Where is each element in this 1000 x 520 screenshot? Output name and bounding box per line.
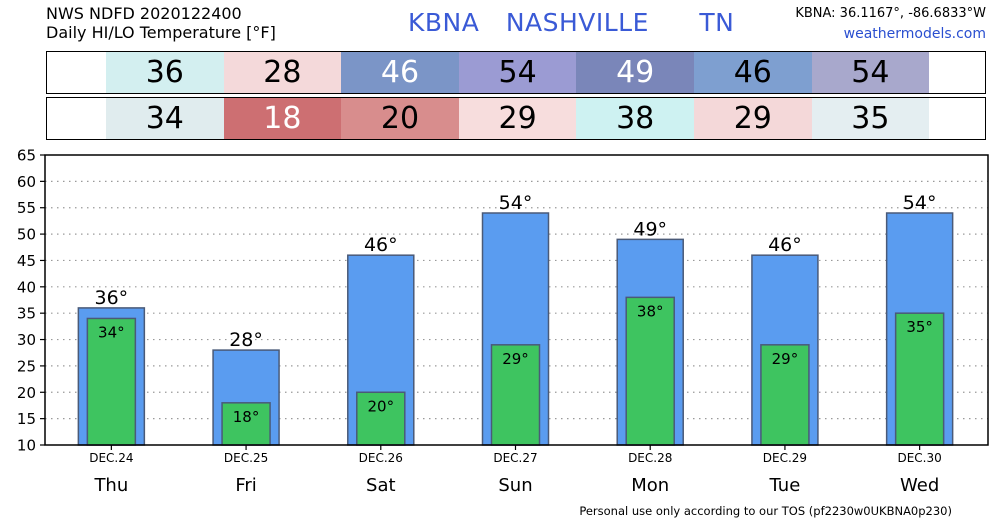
- lo-value-label: 20°: [367, 397, 394, 415]
- hi-value-label: 46°: [768, 234, 802, 256]
- site-link[interactable]: weathermodels.com: [843, 26, 986, 42]
- y-tick-label: 25: [17, 357, 36, 375]
- hi-value-label: 49°: [633, 218, 667, 240]
- y-tick-label: 15: [17, 410, 36, 428]
- day-label: Fri: [235, 475, 256, 496]
- y-tick-label: 50: [17, 226, 36, 244]
- lo-value-label: 34°: [98, 323, 125, 341]
- day-label: Thu: [93, 475, 128, 496]
- source-line: NWS NDFD 2020122400: [46, 4, 242, 23]
- hi-value-label: 28°: [229, 329, 263, 351]
- lo-bar: [625, 296, 675, 446]
- lo-temp-cell: 38: [576, 98, 694, 139]
- lo-value-label: 29°: [502, 350, 529, 368]
- hi-value-label: 36°: [95, 287, 129, 309]
- y-tick-label: 35: [17, 305, 36, 323]
- plot-frame: [44, 154, 989, 446]
- date-label: DEC.28: [628, 451, 672, 465]
- hi-temp-cell: 36: [106, 52, 224, 93]
- lo-temp-cell: 20: [341, 98, 459, 139]
- lo-temperature-band: 34 18 20 29 38 29 35: [46, 97, 986, 140]
- lo-value-label: 38°: [637, 302, 664, 320]
- lo-temp-cell: 18: [223, 98, 342, 139]
- hi-temp-cell: 28: [223, 52, 342, 93]
- coords-label: KBNA: 36.1167°, -86.6833°W: [795, 6, 986, 21]
- hi-temp-cell: 46: [694, 52, 812, 93]
- y-tick-label: 40: [17, 278, 36, 296]
- day-label: Sun: [498, 475, 532, 496]
- lo-bar: [894, 312, 945, 446]
- y-tick-label: 65: [17, 147, 36, 165]
- header-right: KBNA: 36.1167°, -86.6833°W weathermodels…: [795, 4, 986, 44]
- date-label: DEC.30: [897, 451, 941, 465]
- date-label: DEC.26: [359, 451, 403, 465]
- lo-value-label: 35°: [906, 318, 933, 336]
- lo-temp-cell: 34: [106, 98, 224, 139]
- y-tick-label: 55: [17, 199, 36, 217]
- hi-temperature-band: 36 28 46 54 49 46 54: [46, 51, 986, 94]
- header-left: NWS NDFD 2020122400 Daily HI/LO Temperat…: [46, 4, 276, 42]
- station-title: KBNA NASHVILLE TN: [408, 8, 734, 37]
- y-tick-label: 45: [17, 252, 36, 270]
- product-line: Daily HI/LO Temperature [°F]: [46, 23, 276, 42]
- y-tick-label: 20: [17, 384, 36, 402]
- day-label: Tue: [769, 475, 801, 496]
- station-name: NASHVILLE: [505, 8, 649, 37]
- hi-value-label: 46°: [364, 234, 398, 256]
- hi-temp-cell: 54: [458, 52, 577, 93]
- day-label: Mon: [631, 475, 669, 496]
- hi-value-label: 54°: [903, 192, 937, 214]
- lo-bar: [86, 317, 137, 446]
- y-tick-label: 30: [17, 331, 36, 349]
- lo-temp-cell: 29: [458, 98, 577, 139]
- station-state: TN: [699, 8, 735, 37]
- lo-temp-cell: 35: [811, 98, 930, 139]
- lo-value-label: 18°: [233, 408, 260, 426]
- hi-temp-cell: 54: [811, 52, 930, 93]
- date-label: DEC.29: [763, 451, 807, 465]
- station-id: KBNA: [408, 8, 480, 37]
- date-label: DEC.25: [224, 451, 268, 465]
- lo-value-label: 29°: [772, 350, 799, 368]
- y-tick-label: 10: [17, 437, 36, 455]
- day-label: Wed: [900, 475, 939, 496]
- date-label: DEC.27: [493, 451, 537, 465]
- y-tick-label: 60: [17, 173, 36, 191]
- lo-temp-cell: 29: [694, 98, 812, 139]
- hi-temp-cell: 49: [576, 52, 694, 93]
- date-label: DEC.24: [89, 451, 133, 465]
- hi-value-label: 54°: [499, 192, 533, 214]
- hi-temp-cell: 46: [341, 52, 459, 93]
- lo-bar: [760, 344, 810, 446]
- lo-bar: [221, 402, 271, 446]
- footer-note: Personal use only according to our TOS (…: [579, 504, 952, 518]
- day-label: Sat: [366, 475, 396, 496]
